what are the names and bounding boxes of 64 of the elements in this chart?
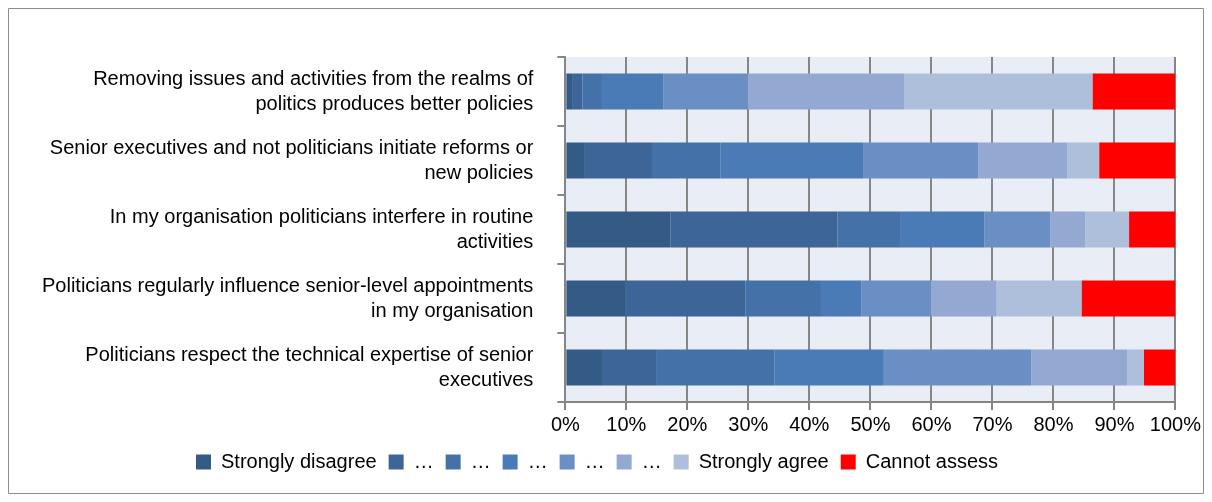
x-tick-label: 100% [1149, 412, 1202, 435]
bar [566, 280, 626, 317]
x-tick-label: 90% [1094, 412, 1135, 435]
bar [652, 142, 721, 179]
bar [1099, 142, 1176, 179]
legend-label: Cannot assess [865, 449, 999, 472]
bar [883, 349, 1032, 386]
y-tick-label: Politicians respect the technical expertise of senior executives [85, 342, 534, 390]
x-tick-label: 30% [728, 412, 769, 435]
bar [566, 349, 602, 386]
bar [572, 73, 583, 110]
bar [601, 349, 657, 386]
y-tick-label: Removing issues and activities from the realms of politics produces better policies [93, 66, 534, 114]
bar [566, 73, 573, 110]
bar [861, 280, 931, 317]
x-tick-label: 10% [606, 412, 647, 435]
y-tick-label: In my organisation politicians interfere in routine activities [109, 204, 534, 252]
legend-label: … [584, 449, 605, 472]
bar [625, 280, 746, 317]
bar [984, 211, 1051, 248]
bar [566, 142, 585, 179]
bar [745, 280, 821, 317]
bar [670, 211, 838, 248]
x-tick-label: 0% [550, 412, 581, 435]
legend-label: … [641, 449, 662, 472]
bar [1092, 73, 1176, 110]
bar [566, 211, 671, 248]
y-tick-label: Senior executives and not politicians initiate reforms or new policies [49, 135, 534, 183]
bar [601, 73, 664, 110]
y-tick-label: Politicians regularly influence senior-level appointments in my organisation [41, 273, 534, 321]
bar [863, 142, 979, 179]
legend-label: … [527, 449, 548, 472]
bar [1085, 211, 1130, 248]
legend-label: Strongly disagree [220, 449, 377, 472]
x-tick-label: 20% [667, 412, 708, 435]
bar [656, 349, 775, 386]
bar [837, 211, 901, 248]
bar [1081, 280, 1176, 317]
bar [1129, 211, 1176, 248]
bar [1067, 142, 1100, 179]
x-tick-label: 60% [911, 412, 952, 435]
bar [720, 142, 864, 179]
bar [900, 211, 985, 248]
bar [930, 280, 997, 317]
bar [774, 349, 884, 386]
x-tick-label: 80% [1033, 412, 1074, 435]
bar [904, 73, 1093, 110]
bar [584, 142, 652, 179]
x-tick-label: 50% [850, 412, 891, 435]
bar [582, 73, 602, 110]
legend-label: … [470, 449, 491, 472]
bar [1031, 349, 1128, 386]
bar [1143, 349, 1176, 386]
x-tick-label: 70% [972, 412, 1013, 435]
x-tick-label: 40% [789, 412, 830, 435]
legend-label: … [413, 449, 434, 472]
legend-label: Strongly agree [698, 449, 829, 472]
bar [978, 142, 1068, 179]
bar [996, 280, 1082, 317]
bar [1127, 349, 1144, 386]
bar [663, 73, 748, 110]
bar [820, 280, 862, 317]
bar [747, 73, 905, 110]
bar [1050, 211, 1086, 248]
